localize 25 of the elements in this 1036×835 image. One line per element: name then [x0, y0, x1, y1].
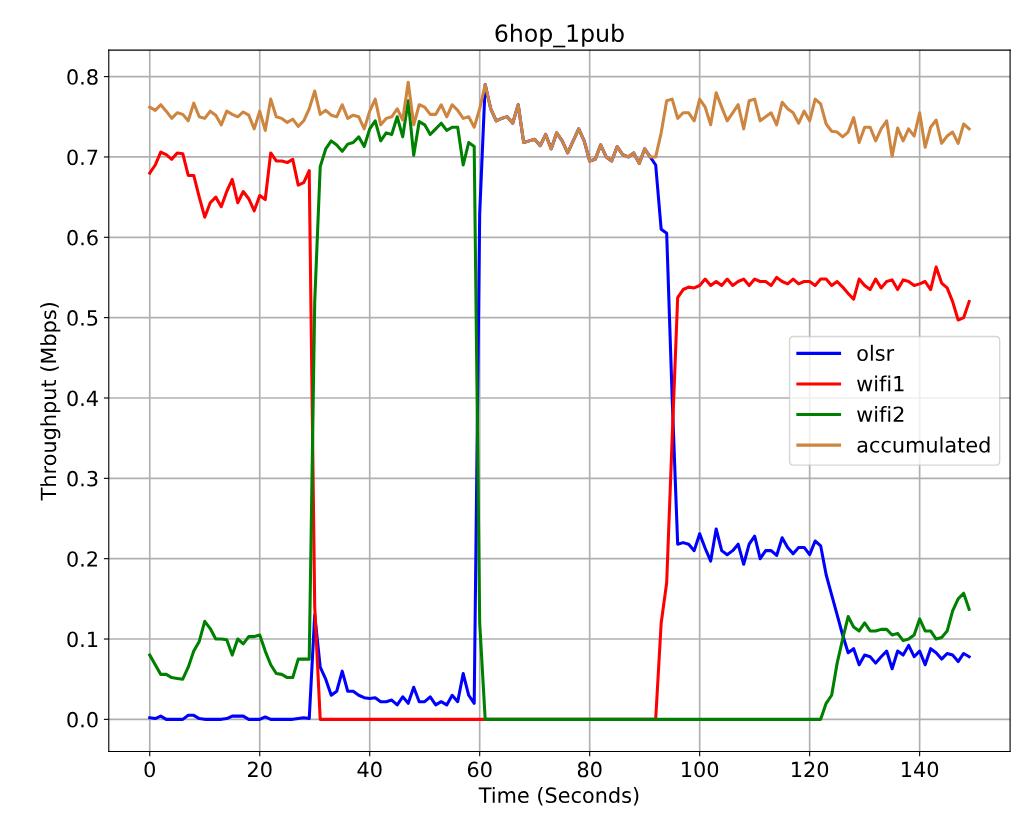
legend-label: wifi1: [857, 375, 904, 392]
y-tick-label: 0.5: [67, 310, 98, 326]
x-axis-title: Time (Seconds): [478, 786, 639, 806]
y-tick-label: 0.8: [67, 69, 98, 85]
y-tick-label: 0.0: [67, 711, 98, 728]
x-tick-label: 0: [144, 761, 155, 778]
legend-label: olsr: [857, 344, 895, 361]
y-tick-label: 0.1: [67, 631, 98, 648]
line-series: [148, 80, 971, 165]
x-tick-label: 40: [357, 761, 382, 778]
y-tick-label: 0.7: [67, 149, 98, 166]
y-axis-title: Throughput (Mbps): [40, 303, 61, 501]
x-tick-label: 120: [792, 761, 829, 778]
y-tick-label: 0.3: [67, 470, 98, 487]
x-tick-label: 60: [467, 761, 492, 778]
chart-title: 6hop_1pub: [495, 23, 624, 48]
y-tick-label: 0.2: [67, 551, 97, 567]
y-tick-label: 0.4: [67, 390, 98, 407]
legend-label: wifi2: [857, 406, 904, 422]
y-tick-label: 0.6: [67, 229, 98, 246]
x-tick-label: 80: [577, 761, 602, 778]
x-tick-label: 140: [902, 761, 939, 778]
x-tick-label: 100: [682, 761, 719, 778]
x-tick-label: 20: [248, 761, 272, 778]
legend-label: accumulated: [857, 436, 990, 453]
